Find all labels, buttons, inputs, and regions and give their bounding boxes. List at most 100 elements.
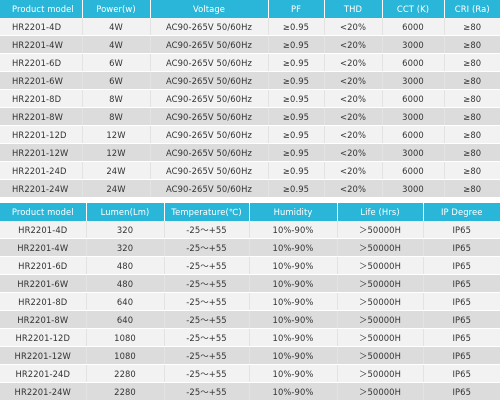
table-cell: ≥0.95 (268, 125, 325, 144)
table-cell: ＞50000H (337, 221, 424, 239)
table-cell: IP65 (423, 221, 500, 239)
header-ip-degree: IP Degree (423, 203, 500, 221)
table-row: HR2201-12W 12W AC90-265V 50/60Hz ≥0.95 <20% 3… (0, 143, 500, 162)
table-row: HR2201-4D 320 -25～+55 10%-90% ＞50000H IP65 (0, 221, 500, 239)
table-cell: ≥0.95 (268, 161, 325, 180)
table-cell: AC90-265V 50/60Hz (150, 143, 269, 162)
table-cell: ＞50000H (337, 238, 424, 257)
table-cell: 480 (86, 256, 165, 275)
table-cell: AC90-265V 50/60Hz (150, 35, 269, 54)
header-temperature: Temperature(℃) (164, 203, 250, 221)
table-row: HR2201-6W 6W AC90-265V 50/60Hz ≥0.95 <20% 300… (0, 71, 500, 90)
table-cell: 10%-90% (249, 328, 338, 347)
header-humidity: Humidity (249, 203, 338, 221)
table-cell: 1080 (86, 346, 165, 365)
table-cell: -25～+55 (164, 310, 250, 329)
table-cell: 24W (82, 161, 151, 180)
table-row: HR2201-24W 2280 -25～+55 10%-90% ＞50000H IP65 (0, 382, 500, 401)
table-cell: 10%-90% (249, 346, 338, 365)
table-cell: ＞50000H (337, 274, 424, 293)
table-cell: IP65 (423, 346, 500, 365)
table-cell: <20% (324, 179, 383, 198)
table-cell: AC90-265V 50/60Hz (150, 53, 269, 72)
header-row: Product model Power(w) Voltage PF THD CC… (0, 0, 500, 18)
table-cell: HR2201-8W (0, 310, 87, 329)
table-cell: HR2201-6W (0, 274, 87, 293)
table-cell: ≥80 (444, 143, 500, 162)
table-cell: -25～+55 (164, 274, 250, 293)
table-cell: ≥80 (444, 71, 500, 90)
table-cell: <20% (324, 35, 383, 54)
table-cell: HR2201-4W (0, 35, 83, 54)
table-row: HR2201-4W 4W AC90-265V 50/60Hz ≥0.95 <20% 300… (0, 35, 500, 54)
table-row: HR2201-6W 480 -25～+55 10%-90% ＞50000H IP65 (0, 274, 500, 293)
table-cell: <20% (324, 143, 383, 162)
table-cell: IP65 (423, 382, 500, 401)
table-cell: ≥0.95 (268, 18, 325, 36)
table-cell: 320 (86, 238, 165, 257)
table-cell: ≥80 (444, 89, 500, 108)
table-cell: -25～+55 (164, 238, 250, 257)
table-cell: 10%-90% (249, 382, 338, 401)
table-cell: 10%-90% (249, 292, 338, 311)
table-cell: IP65 (423, 256, 500, 275)
header-row: Product model Lumen(Lm) Temperature(℃) H… (0, 203, 500, 221)
table-cell: AC90-265V 50/60Hz (150, 71, 269, 90)
table-row: HR2201-4D 4W AC90-265V 50/60Hz ≥0.95 <20% 600… (0, 18, 500, 36)
table-cell: ≥0.95 (268, 71, 325, 90)
table-row: HR2201-8D 8W AC90-265V 50/60Hz ≥0.95 <20% 600… (0, 89, 500, 108)
table-cell: <20% (324, 161, 383, 180)
table-cell: ≥80 (444, 179, 500, 198)
table-cell: IP65 (423, 274, 500, 293)
table-cell: 3000 (382, 179, 445, 198)
table-cell: AC90-265V 50/60Hz (150, 89, 269, 108)
environment-spec-table: Product model Lumen(Lm) Temperature(℃) H… (0, 203, 500, 401)
table-cell: ≥0.95 (268, 53, 325, 72)
table-cell: HR2201-4D (0, 18, 83, 36)
table-cell: HR2201-24W (0, 179, 83, 198)
table-cell: <20% (324, 18, 383, 36)
table-cell: 10%-90% (249, 238, 338, 257)
table-cell: 320 (86, 221, 165, 239)
table-cell: <20% (324, 71, 383, 90)
table-cell: ≥80 (444, 125, 500, 144)
table-cell: HR2201-6W (0, 71, 83, 90)
header-life: Life (Hrs) (337, 203, 424, 221)
table-cell: ≥0.95 (268, 89, 325, 108)
header-cri: CRI (Ra) (444, 0, 500, 18)
table-cell: 8W (82, 107, 151, 126)
table-cell: ≥0.95 (268, 107, 325, 126)
table-cell: 4W (82, 35, 151, 54)
table-cell: 3000 (382, 107, 445, 126)
table-row: HR2201-24W 24W AC90-265V 50/60Hz ≥0.95 <20% 3… (0, 179, 500, 198)
table-cell: -25～+55 (164, 328, 250, 347)
header-thd: THD (324, 0, 383, 18)
table-row: HR2201-8W 8W AC90-265V 50/60Hz ≥0.95 <20% 300… (0, 107, 500, 126)
table-cell: 3000 (382, 143, 445, 162)
header-lumen: Lumen(Lm) (86, 203, 165, 221)
table-cell: HR2201-12W (0, 346, 87, 365)
table-cell: HR2201-12D (0, 328, 87, 347)
table-cell: HR2201-6D (0, 53, 83, 72)
table-cell: -25～+55 (164, 346, 250, 365)
table-cell: ≥80 (444, 53, 500, 72)
table-cell: 2280 (86, 364, 165, 383)
table-cell: 10%-90% (249, 256, 338, 275)
table-cell: IP65 (423, 328, 500, 347)
table-cell: IP65 (423, 238, 500, 257)
table-cell: 10%-90% (249, 221, 338, 239)
table-cell: HR2201-24W (0, 382, 87, 401)
table-cell: 10%-90% (249, 364, 338, 383)
table-cell: ≥80 (444, 107, 500, 126)
table-cell: AC90-265V 50/60Hz (150, 125, 269, 144)
table-cell: -25～+55 (164, 292, 250, 311)
table-cell: 10%-90% (249, 310, 338, 329)
table-cell: 640 (86, 310, 165, 329)
table-cell: <20% (324, 89, 383, 108)
table-cell: IP65 (423, 292, 500, 311)
table-row: HR2201-4W 320 -25～+55 10%-90% ＞50000H IP65 (0, 238, 500, 257)
table-row: HR2201-8D 640 -25～+55 10%-90% ＞50000H IP65 (0, 292, 500, 311)
table-cell: 6000 (382, 18, 445, 36)
table-cell: 1080 (86, 328, 165, 347)
